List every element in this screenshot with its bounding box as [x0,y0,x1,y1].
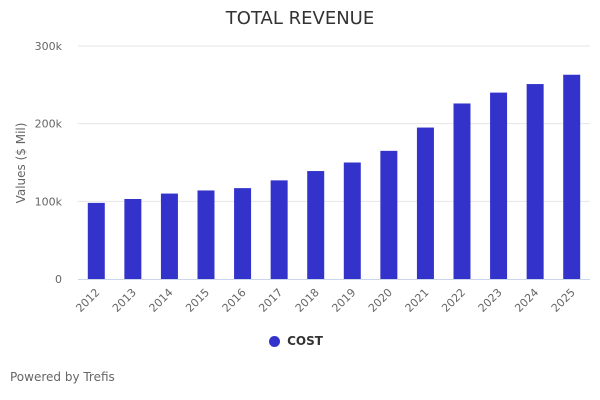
x-tick-label: 2021 [403,286,432,315]
x-tick-label: 2016 [220,286,249,315]
x-tick-label: 2019 [329,286,358,315]
x-tick-label: 2022 [439,286,468,315]
powered-by-credit[interactable]: Powered by Trefis [10,370,115,384]
x-tick-label: 2013 [110,286,139,315]
x-tick-label: 2014 [147,286,176,315]
y-tick-label: 100k [35,195,63,208]
x-tick-label: 2018 [293,286,322,315]
bar-2025 [563,74,581,279]
x-tick-label: 2024 [512,286,541,315]
bar-2015 [197,190,215,279]
bar-2012 [87,202,105,279]
legend-marker-cost [269,335,281,347]
x-tick-label: 2015 [183,286,212,315]
x-tick-label: 2023 [476,286,505,315]
bar-2019 [343,162,361,279]
bar-2017 [270,180,288,279]
y-tick-label: 200k [35,118,63,131]
bar-2023 [490,92,508,279]
x-tick-label: 2025 [549,286,578,315]
bar-2020 [380,150,398,279]
y-tick-label: 0 [55,273,62,286]
bar-2018 [307,171,325,279]
legend[interactable]: COST [0,334,600,348]
y-axis-label: Values ($ Mil) [14,123,28,204]
x-tick-label: 2020 [366,286,395,315]
legend-label-cost: COST [287,334,323,348]
chart-title: TOTAL REVENUE [225,8,375,29]
bar-2024 [526,84,544,279]
bar-2013 [124,199,142,279]
bar-2016 [234,188,252,279]
y-tick-label: 300k [35,40,63,53]
bar-2021 [416,127,434,279]
x-tick-label: 2017 [256,286,285,315]
bar-2022 [453,103,471,280]
bar-2014 [160,193,178,279]
x-tick-label: 2012 [73,286,102,315]
